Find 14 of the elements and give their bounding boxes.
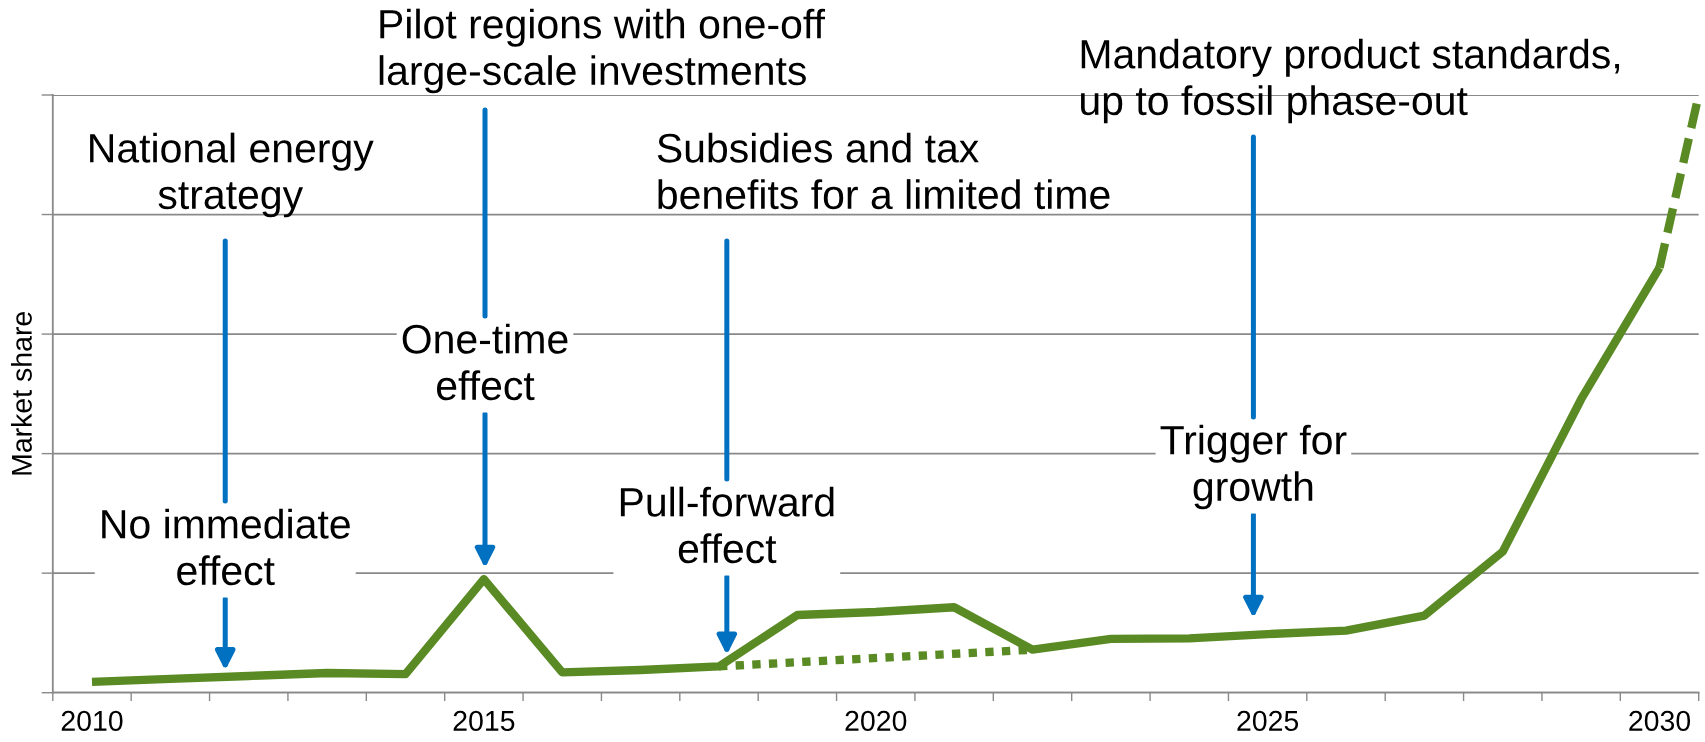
- annotation: Pull-forward effect: [620, 486, 834, 564]
- x-tick-label: 2025: [1237, 710, 1299, 731]
- annotation: Trigger for growth: [1160, 424, 1347, 510]
- annotation: Subsidies and tax benefits for a limited time: [657, 132, 1110, 210]
- annotation: National energy strategy: [90, 132, 374, 218]
- annotation: One-time effect: [402, 323, 568, 401]
- y-axis-title: Market share: [10, 312, 32, 475]
- annotation: Mandatory product standards, up to fossil phase-out: [1081, 38, 1620, 124]
- x-tick-label: 2030: [1629, 710, 1691, 731]
- text: Pilot regions with one-off large-scale investments: [379, 8, 825, 94]
- annotation: No immediate effect: [102, 508, 350, 586]
- x-tick-label: 2010: [61, 710, 123, 731]
- x-tick-label: 2020: [845, 710, 907, 731]
- x-tick-label: 2015: [453, 710, 515, 731]
